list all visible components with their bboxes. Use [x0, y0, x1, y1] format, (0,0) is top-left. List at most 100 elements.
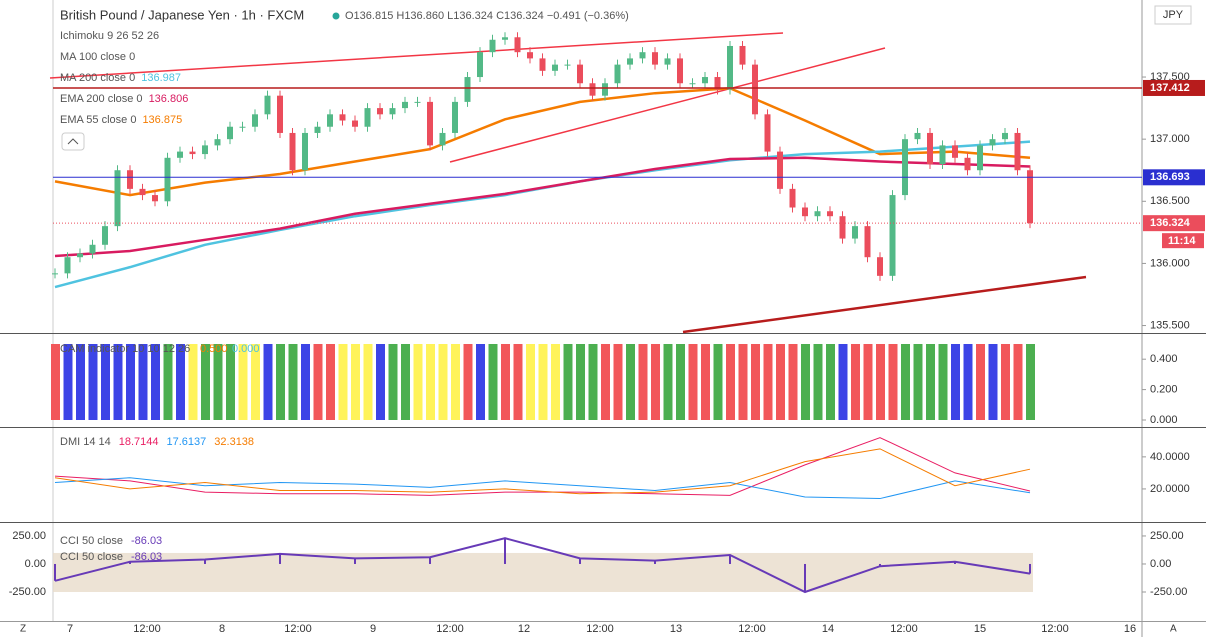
candle — [989, 139, 996, 146]
y-tick-label: 137.000 — [1150, 133, 1190, 145]
candle — [689, 83, 696, 85]
cam-stripe — [976, 344, 985, 420]
candle — [914, 132, 921, 140]
candle — [652, 52, 658, 65]
cam-stripe — [751, 344, 760, 420]
candle — [777, 151, 783, 189]
legend-value: -86.03 — [131, 535, 162, 547]
pane-title: CCI 50 close — [60, 535, 123, 547]
candle — [827, 211, 833, 217]
candle — [889, 195, 896, 276]
cam-stripe — [901, 344, 910, 420]
cam-stripe — [563, 344, 573, 420]
candle — [577, 64, 583, 84]
cam-stripe — [101, 344, 110, 420]
candle — [1014, 132, 1021, 171]
y-tick-label: 135.500 — [1150, 319, 1190, 331]
x-tick-label: 14 — [822, 623, 834, 635]
candle — [439, 132, 446, 146]
candle — [1002, 132, 1008, 140]
candle — [377, 108, 383, 115]
candle — [702, 77, 708, 84]
cam-stripe — [963, 344, 973, 420]
legend-value: 32.3138 — [214, 436, 254, 448]
candle — [789, 188, 796, 208]
currency-box[interactable] — [1154, 5, 1192, 25]
x-tick-label: 15 — [974, 623, 986, 635]
cam-stripe — [201, 344, 210, 420]
cam-stripe — [738, 344, 748, 420]
x-tick-label: 12 — [518, 623, 530, 635]
indicator-legend: EMA 55 close 0 — [60, 114, 136, 126]
candle — [502, 37, 508, 40]
candle — [89, 244, 96, 254]
indicator-value: 136.987 — [141, 72, 181, 84]
candle — [427, 101, 433, 146]
y-tick-label: 0.400 — [1150, 353, 1178, 365]
candle — [627, 58, 633, 65]
indicator-value: 136.806 — [149, 93, 189, 105]
candle — [864, 226, 871, 258]
indicator-legend: MA 200 close 0 — [60, 72, 135, 84]
cam-stripe — [463, 344, 473, 420]
candle — [739, 45, 746, 65]
cam-title: CAM indicator 10 10 12 26 — [60, 343, 190, 355]
candle — [589, 83, 596, 96]
y-tick-label-left: 250.00 — [12, 530, 46, 542]
pane-title: CCI 50 close — [60, 551, 123, 563]
price-badge — [1143, 169, 1205, 186]
y-tick-label: -250.00 — [1150, 586, 1187, 598]
candle — [877, 257, 883, 276]
candle — [552, 64, 558, 71]
pane-title: DMI 14 14 — [60, 436, 111, 448]
candle — [302, 132, 308, 171]
x-tick-label: 12:00 — [133, 623, 161, 635]
cam-stripe — [951, 344, 960, 420]
candle — [527, 52, 533, 59]
timezone[interactable]: Z — [20, 624, 26, 635]
cam-stripe — [576, 344, 585, 420]
cam-stripe — [213, 344, 223, 420]
price-badge-label: 137.412 — [1150, 82, 1190, 94]
candle — [102, 226, 108, 245]
candle — [402, 101, 408, 109]
indicator-legend: MA 100 close 0 — [60, 51, 135, 63]
cam-stripe — [1026, 344, 1035, 420]
cam-stripe — [801, 344, 810, 420]
moving-average — [54, 156, 1031, 258]
candle — [952, 145, 958, 158]
indicator-legend: EMA 200 close 0 — [60, 93, 143, 105]
cam-stripe — [651, 344, 660, 420]
x-tick-label: 12:00 — [738, 623, 766, 635]
cam-stripe — [1013, 344, 1023, 420]
x-tick-label: 12:00 — [1041, 623, 1069, 635]
cam-param: 0.500 — [200, 343, 228, 355]
y-tick-label: 137.500 — [1150, 71, 1190, 83]
cam-stripe — [588, 344, 598, 420]
x-tick-label: 12:00 — [586, 623, 614, 635]
moving-average — [54, 86, 1031, 197]
countdown: 11:14 — [1168, 235, 1196, 247]
cam-stripe — [438, 344, 448, 420]
candle — [452, 101, 458, 133]
cam-stripe — [176, 344, 185, 420]
cam-stripe — [526, 344, 535, 420]
y-tick-label: 0.00 — [1150, 558, 1171, 570]
cam-stripe — [613, 344, 623, 420]
candle — [852, 226, 858, 239]
cam-stripe — [401, 344, 410, 420]
cam-stripe — [726, 344, 735, 420]
candle — [277, 95, 283, 133]
cam-stripe — [351, 344, 360, 420]
indicator-line — [54, 448, 1031, 495]
candle — [714, 77, 721, 90]
cam-stripe — [538, 344, 548, 420]
candle — [289, 132, 296, 171]
candle — [252, 114, 258, 127]
cam-stripe — [488, 344, 498, 420]
collapse-button[interactable] — [61, 132, 85, 151]
auto-scale[interactable]: A — [1170, 624, 1177, 635]
cam-stripe — [301, 344, 310, 420]
candle — [264, 95, 271, 115]
candle — [127, 170, 133, 189]
